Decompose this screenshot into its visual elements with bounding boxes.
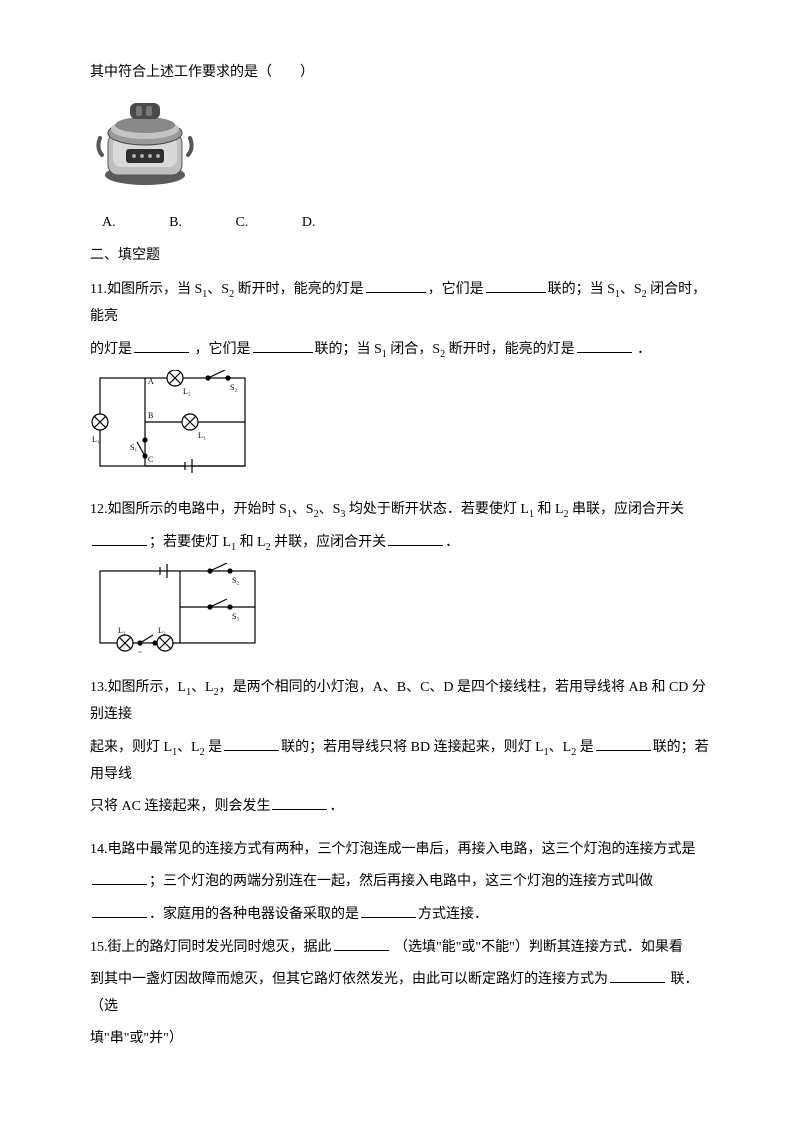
q12-t8: 和 L [236, 535, 266, 550]
q15-line1: 15.街上的路灯同时发光同时熄灭，据此 （选填"能"或"不能"）判断其连接方式．… [90, 935, 710, 962]
q11-line1: 11.如图所示，当 S1、S2 断开时，能亮的灯是，它们是联的；当 S1、S2 … [90, 277, 710, 330]
circuit-1-icon: A L₂ S₂ B L₃ S₁ C L₁ [90, 370, 255, 475]
q11-t3: 断开时，能亮的灯是 [234, 282, 364, 297]
option-d: D. [302, 210, 316, 237]
q11-t1: 11.如图所示，当 S [90, 282, 202, 297]
blank-input[interactable] [361, 904, 416, 918]
option-b: B. [169, 210, 182, 237]
q14-t1: 14.电路中最常见的连接方式有两种，三个灯泡连成一串后，再接入电路，这三个灯泡的… [90, 842, 696, 857]
options-row: A. B. C. D. [102, 210, 710, 237]
q13-t5: 、L [177, 740, 200, 755]
q11-t12: 断开时，能亮的灯是 [445, 342, 575, 357]
q12-line1: 12.如图所示的电路中，开始时 S1、S2、S3 均处于断开状态．若要使灯 L1… [90, 497, 710, 524]
q13-t7: 联的；若用导线只将 BD 连接起来，则灯 L [281, 740, 544, 755]
svg-text:L₂: L₂ [183, 387, 191, 396]
q12-t2: 、S [292, 502, 314, 517]
q11-t4: ，它们是 [428, 282, 484, 297]
q11-t11: 闭合，S [387, 342, 440, 357]
q13-line2: 起来，则灯 L1、L2 是联的；若用导线只将 BD 连接起来，则灯 L1、L2 … [90, 735, 710, 788]
section-2-text: 二、填空题 [90, 248, 160, 263]
svg-text:S₃: S₃ [232, 612, 239, 621]
q12-t10: ． [445, 535, 459, 550]
q11-t6: 、S [620, 282, 642, 297]
q13-line1: 13.如图所示，L1、L2，是两个相同的小灯泡，A、B、C、D 是四个接线柱，若… [90, 675, 710, 728]
q11-t2: 、S [207, 282, 229, 297]
q14-t3: ．家庭用的各种电器设备采取的是 [149, 907, 359, 922]
q13-t9: 是 [576, 740, 594, 755]
q11-t10: 联的；当 S [315, 342, 382, 357]
q12-t7: ；若要使灯 L [149, 535, 231, 550]
q15-line3: 填"串"或"并"） [90, 1026, 710, 1053]
q15-t2: （选填"能"或"不能"）判断其连接方式．如果看 [391, 940, 683, 955]
q-continued-stem: 其中符合上述工作要求的是（ ） [90, 60, 710, 87]
q11-t5: 联的；当 S [548, 282, 615, 297]
q15-t5: 填"串"或"并"） [90, 1031, 183, 1046]
svg-text:S₂: S₂ [230, 383, 237, 392]
svg-text:L₁: L₁ [118, 626, 126, 635]
blank-input[interactable] [92, 904, 147, 918]
blank-input[interactable] [388, 532, 443, 546]
q15-line2: 到其中一盏灯因故障而熄灭，但其它路灯依然发光，由此可以断定路灯的连接方式为 联．… [90, 967, 710, 1020]
q11-t8: 的灯是 [90, 342, 132, 357]
svg-text:L₃: L₃ [198, 431, 206, 440]
q14-t2: ；三个灯泡的两端分别连在一起，然后再接入电路中，这三个灯泡的连接方式叫做 [149, 874, 653, 889]
figure-cooker [90, 93, 710, 199]
q13-t1: 13.如图所示，L [90, 680, 186, 695]
blank-input[interactable] [92, 871, 147, 885]
blank-input[interactable] [610, 969, 665, 983]
blank-input[interactable] [334, 937, 389, 951]
q14-line1: 14.电路中最常见的连接方式有两种，三个灯泡连成一串后，再接入电路，这三个灯泡的… [90, 837, 710, 864]
blank-input[interactable] [577, 339, 632, 353]
svg-text:L₂: L₂ [158, 626, 166, 635]
q11-line2: 的灯是 ，它们是联的；当 S1 闭合，S2 断开时，能亮的灯是 ． [90, 337, 710, 364]
q13-t2: 、L [191, 680, 214, 695]
q12-t1: 12.如图所示的电路中，开始时 S [90, 502, 287, 517]
svg-text:A: A [148, 377, 154, 386]
q13-t11: 只将 AC 连接起来，则会发生 [90, 799, 270, 814]
q11-t13: ． [634, 342, 652, 357]
figure-circuit-2: S₂ S₃ L₁ L₂ S₁ [90, 563, 710, 664]
option-c: C. [235, 210, 248, 237]
svg-text:C: C [148, 455, 153, 464]
blank-input[interactable] [486, 279, 546, 293]
blank-input[interactable] [92, 532, 147, 546]
svg-text:B: B [148, 411, 153, 420]
figure-circuit-1: A L₂ S₂ B L₃ S₁ C L₁ [90, 370, 710, 486]
q13-line3: 只将 AC 连接起来，则会发生 ． [90, 794, 710, 821]
q11-t9: ，它们是 [191, 342, 251, 357]
q12-line2: ；若要使灯 L1 和 L2 并联，应闭合开关． [90, 530, 710, 557]
option-a: A. [102, 210, 116, 237]
svg-text:L₁: L₁ [92, 435, 100, 444]
blank-input[interactable] [596, 737, 651, 751]
q13-t6: 是 [205, 740, 223, 755]
q12-t3: 、S [319, 502, 341, 517]
blank-input[interactable] [224, 737, 279, 751]
blank-input[interactable] [272, 796, 327, 810]
q12-t4: 均处于断开状态．若要使灯 L [345, 502, 529, 517]
blank-input[interactable] [134, 339, 189, 353]
q14-line2: ；三个灯泡的两端分别连在一起，然后再接入电路中，这三个灯泡的连接方式叫做 [90, 869, 710, 896]
pressure-cooker-icon [90, 93, 200, 188]
q13-t4: 起来，则灯 L [90, 740, 172, 755]
q12-t6: 串联，应闭合开关 [569, 502, 685, 517]
q15-t3: 到其中一盏灯因故障而熄灭，但其它路灯依然发光，由此可以断定路灯的连接方式为 [90, 972, 608, 987]
q14-line3: ．家庭用的各种电器设备采取的是 方式连接． [90, 902, 710, 929]
svg-text:S₁: S₁ [138, 650, 145, 653]
q12-t9: 并联，应闭合开关 [271, 535, 387, 550]
q14-t4: 方式连接． [418, 907, 488, 922]
svg-text:S₂: S₂ [232, 576, 239, 585]
section-2-title: 二、填空题 [90, 243, 710, 270]
q12-t5: 和 L [534, 502, 564, 517]
q-continued-text: 其中符合上述工作要求的是（ ） [90, 65, 314, 80]
blank-input[interactable] [253, 339, 313, 353]
blank-input[interactable] [366, 279, 426, 293]
q15-t1: 15.街上的路灯同时发光同时熄灭，据此 [90, 940, 332, 955]
q13-t8: 、L [549, 740, 572, 755]
svg-text:S₁: S₁ [130, 443, 137, 452]
circuit-2-icon: S₂ S₃ L₁ L₂ S₁ [90, 563, 265, 653]
q13-t12: ． [329, 799, 343, 814]
